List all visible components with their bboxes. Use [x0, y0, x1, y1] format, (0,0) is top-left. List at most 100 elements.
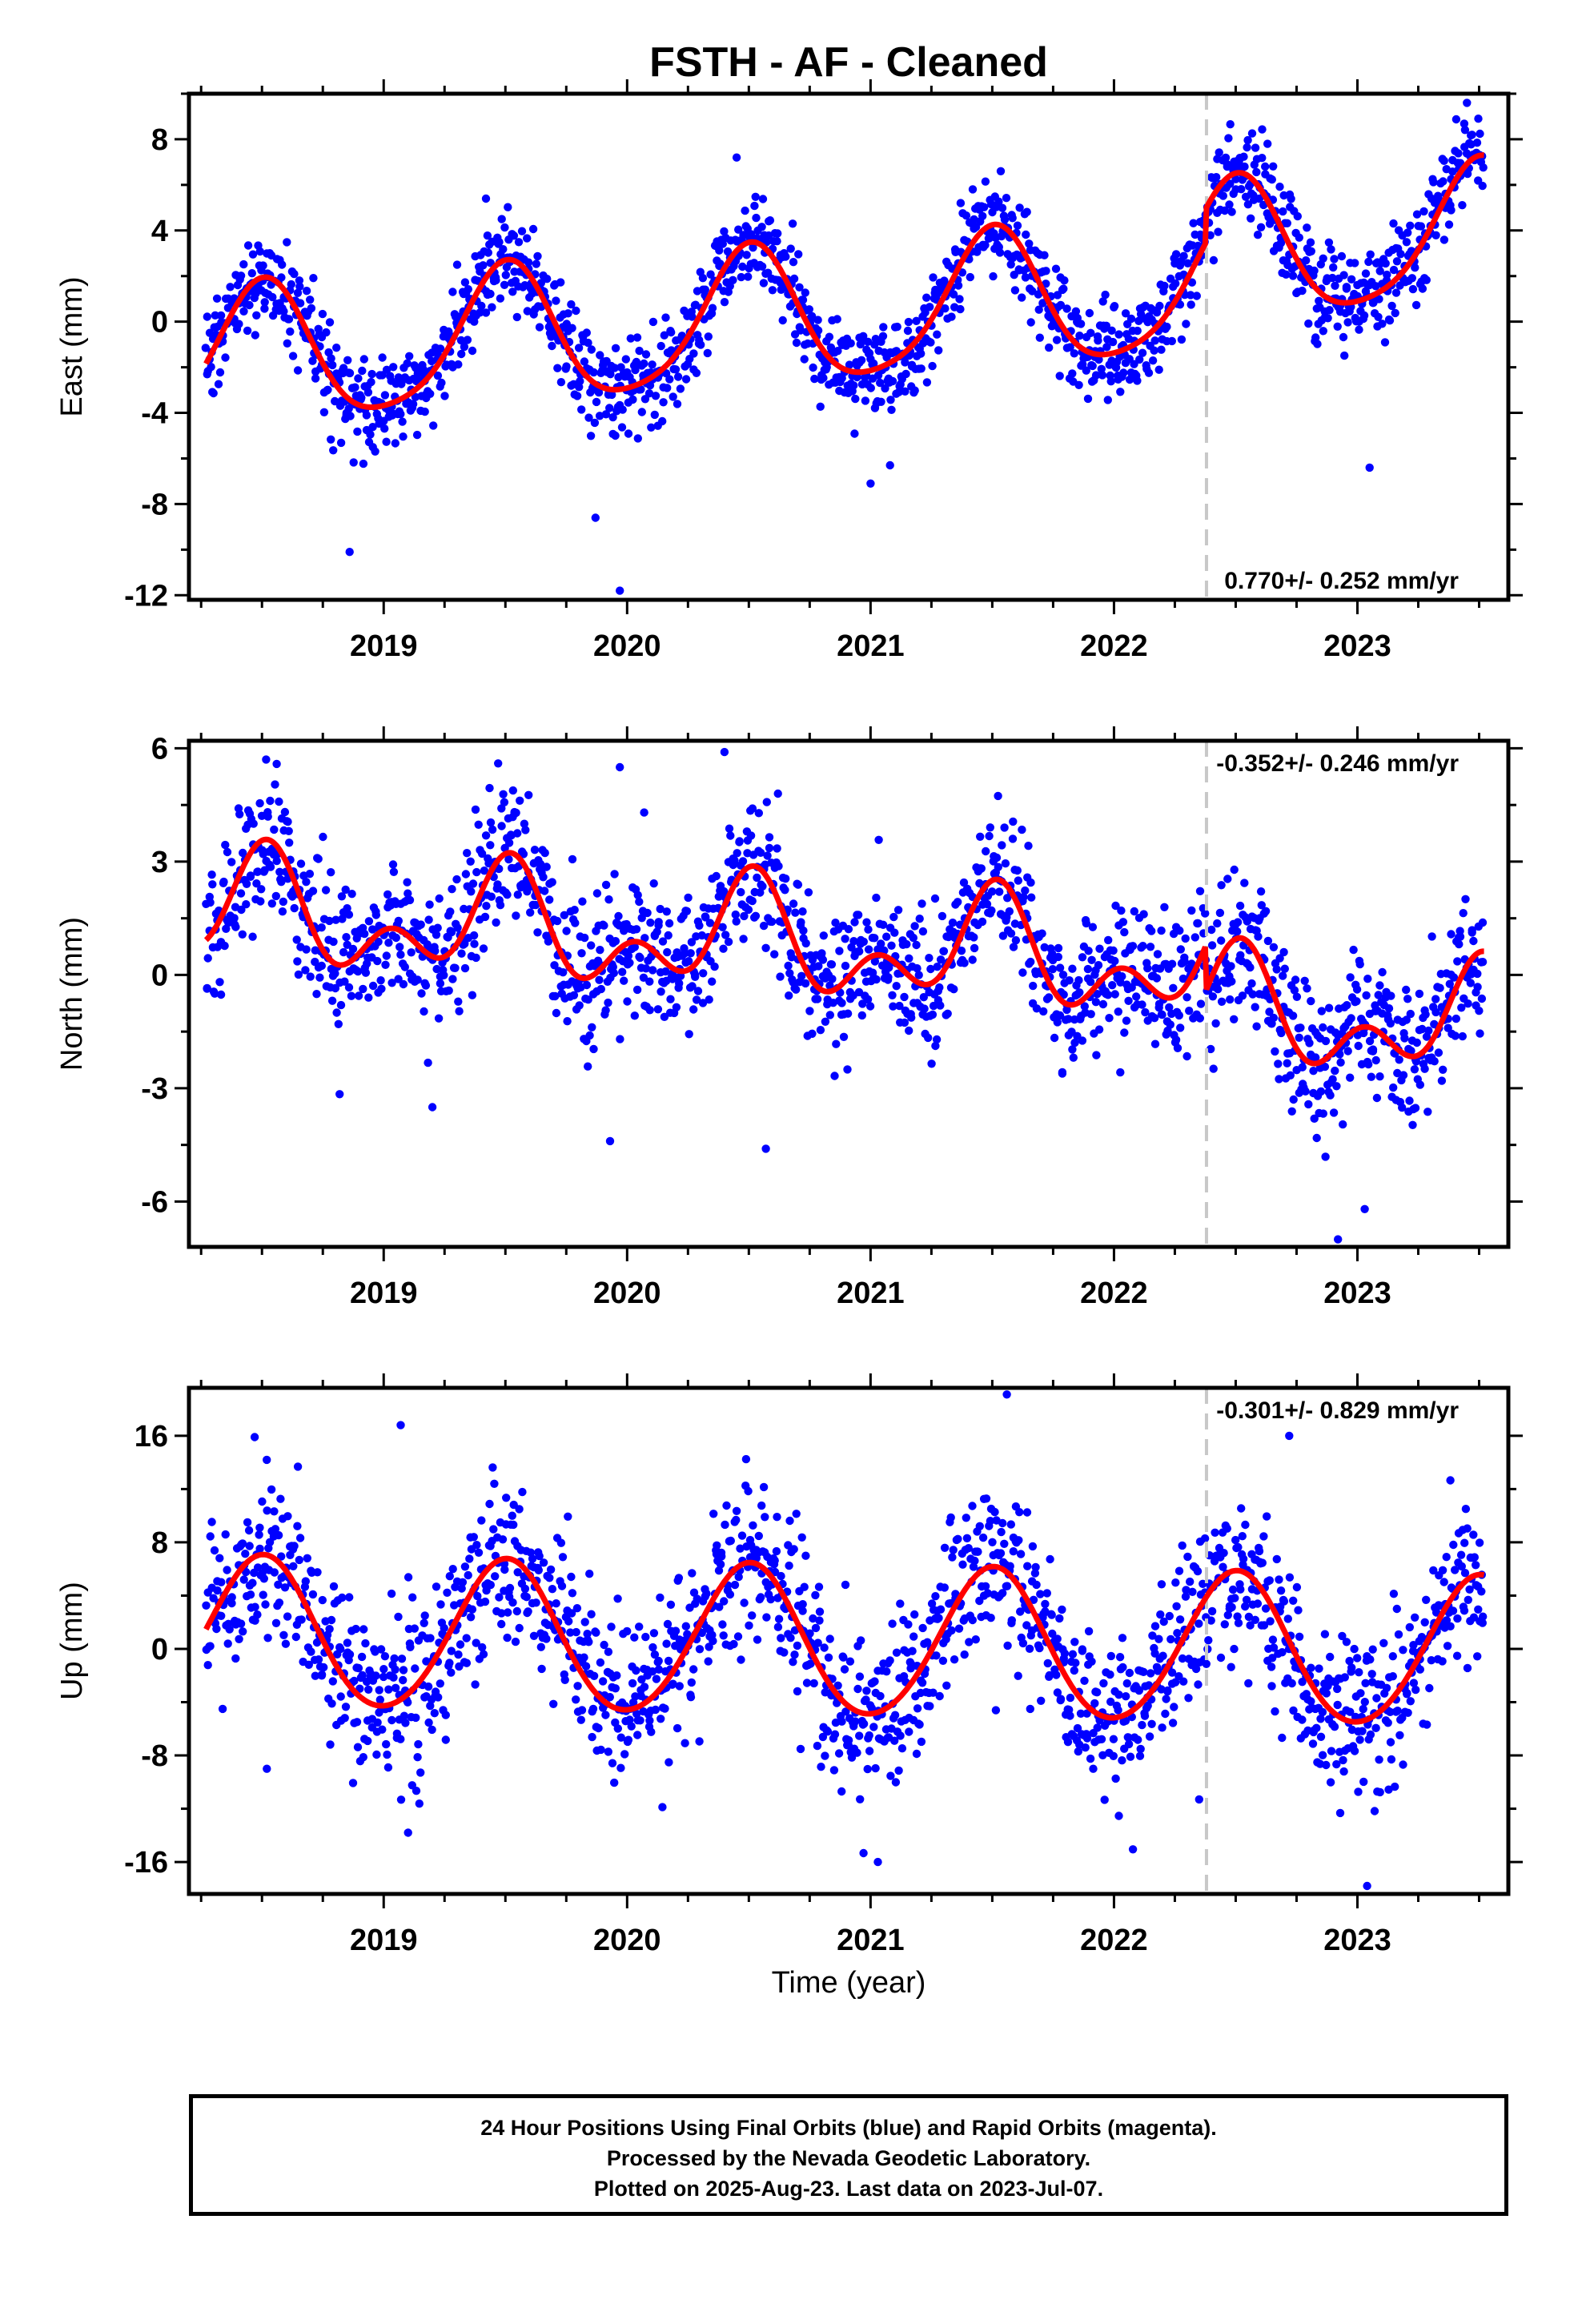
data-point — [1105, 1014, 1114, 1023]
data-point — [1252, 167, 1261, 177]
data-point — [1070, 1638, 1079, 1647]
data-point — [1279, 947, 1288, 957]
data-point — [1335, 1808, 1345, 1818]
data-point — [784, 1541, 793, 1550]
data-point — [828, 975, 837, 983]
data-point — [841, 961, 850, 971]
data-point — [1013, 866, 1022, 875]
data-point — [1223, 875, 1232, 883]
data-point — [572, 1604, 582, 1613]
data-point — [1060, 276, 1069, 285]
data-point — [604, 998, 612, 1007]
data-point — [729, 275, 737, 284]
data-point — [1247, 214, 1255, 223]
data-point — [1013, 221, 1022, 230]
data-point — [1025, 239, 1034, 248]
data-point — [1083, 964, 1093, 974]
data-point — [379, 1672, 388, 1682]
data-point — [870, 934, 879, 943]
data-point — [242, 879, 251, 889]
data-point — [604, 1647, 613, 1656]
data-point — [640, 359, 648, 368]
data-point — [306, 972, 315, 981]
data-point — [894, 1766, 903, 1775]
data-point — [1237, 185, 1246, 194]
data-point — [1268, 1635, 1278, 1644]
data-point — [687, 938, 697, 947]
data-point — [607, 1622, 616, 1631]
data-point — [271, 1618, 281, 1628]
data-point — [1045, 343, 1054, 352]
data-point — [1160, 903, 1169, 912]
data-point — [492, 918, 500, 927]
data-point — [855, 1731, 864, 1740]
data-point — [399, 432, 408, 441]
data-point — [596, 1745, 605, 1755]
data-point — [640, 808, 648, 817]
data-point — [484, 248, 492, 257]
data-point — [1006, 1562, 1014, 1570]
data-point — [943, 1009, 952, 1019]
data-point — [817, 1763, 825, 1771]
data-point — [501, 271, 510, 279]
data-point — [759, 1482, 769, 1492]
data-point — [785, 1516, 794, 1526]
data-point — [1219, 1562, 1227, 1571]
data-point — [1130, 360, 1138, 368]
data-point — [279, 897, 287, 907]
data-point — [500, 223, 509, 232]
data-point — [611, 1684, 620, 1693]
data-point — [697, 931, 706, 940]
x-tick-label: 2023 — [1323, 629, 1391, 663]
data-point — [1473, 983, 1482, 991]
data-point — [797, 971, 806, 981]
data-point — [866, 479, 875, 488]
data-point — [934, 1614, 943, 1622]
data-point — [1248, 990, 1257, 999]
data-point — [733, 1632, 743, 1641]
data-point — [470, 939, 479, 948]
data-point — [604, 895, 613, 904]
data-point — [387, 1715, 396, 1725]
data-point — [1412, 1038, 1422, 1047]
data-point — [214, 380, 223, 388]
data-point — [529, 1631, 539, 1640]
data-point — [321, 886, 331, 895]
data-point — [329, 1582, 339, 1591]
data-point — [1121, 1716, 1130, 1725]
data-point — [665, 1758, 673, 1767]
data-point — [263, 1634, 272, 1642]
data-point — [1359, 311, 1369, 320]
data-point — [516, 796, 524, 805]
data-point — [235, 1634, 243, 1643]
data-point — [1191, 1664, 1201, 1674]
data-point — [340, 977, 349, 986]
data-point — [1375, 295, 1383, 304]
data-point — [1166, 1020, 1175, 1029]
data-point — [1346, 973, 1355, 982]
data-point — [258, 1497, 267, 1506]
data-point — [630, 943, 639, 951]
data-point — [691, 972, 700, 982]
data-point — [897, 1744, 907, 1753]
data-point — [462, 1634, 471, 1642]
data-point — [746, 230, 756, 239]
data-point — [464, 285, 472, 294]
data-point — [1066, 343, 1074, 352]
data-point — [368, 925, 377, 934]
data-point — [259, 1590, 267, 1599]
data-point — [656, 1593, 665, 1602]
data-point — [964, 1544, 974, 1553]
data-point — [412, 1787, 421, 1795]
data-point — [917, 899, 926, 908]
data-point — [935, 1691, 944, 1701]
data-point — [457, 1584, 466, 1593]
data-point — [757, 262, 767, 271]
data-point — [673, 400, 682, 408]
data-point — [480, 912, 490, 922]
data-point — [784, 961, 793, 971]
data-point — [867, 1703, 877, 1713]
data-point — [1053, 1018, 1062, 1027]
data-point — [585, 1031, 594, 1040]
data-point — [1399, 1071, 1408, 1080]
